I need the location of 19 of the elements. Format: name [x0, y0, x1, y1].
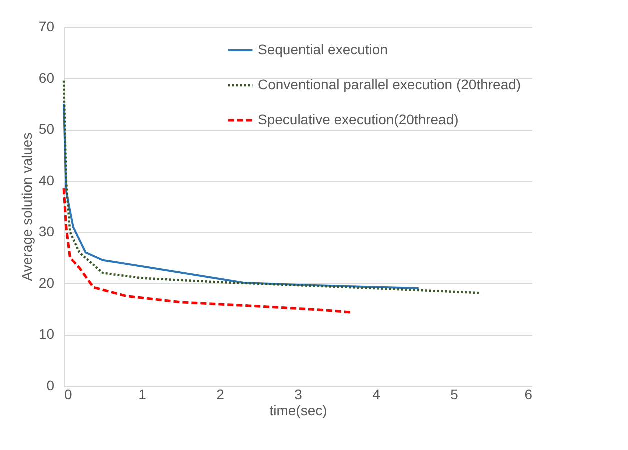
x-tick-label: 1 [138, 386, 147, 402]
y-tick-label: 40 [38, 172, 55, 188]
y-tick-label: 10 [38, 326, 55, 342]
x-tick-label: 3 [294, 386, 303, 402]
legend-label: Conventional parallel execution (20thread) [258, 76, 522, 92]
x-tick-label: 2 [216, 386, 225, 402]
y-axis-title: Average solution values [18, 132, 35, 282]
y-tick-label: 20 [38, 274, 55, 291]
x-tick-label: 0 [64, 386, 72, 402]
y-tick-label: 70 [38, 18, 55, 34]
x-tick-label: 5 [450, 386, 459, 402]
y-tick-label: 50 [38, 121, 55, 138]
y-tick-label: 60 [38, 70, 55, 86]
legend-label: Speculative execution(20thread) [258, 112, 459, 128]
x-axis-title: time(sec) [270, 402, 328, 418]
legend-label: Sequential execution [258, 42, 388, 58]
x-tick-label: 4 [372, 386, 381, 402]
y-tick-label: 30 [38, 224, 55, 240]
x-tick-label: 6 [524, 386, 533, 402]
